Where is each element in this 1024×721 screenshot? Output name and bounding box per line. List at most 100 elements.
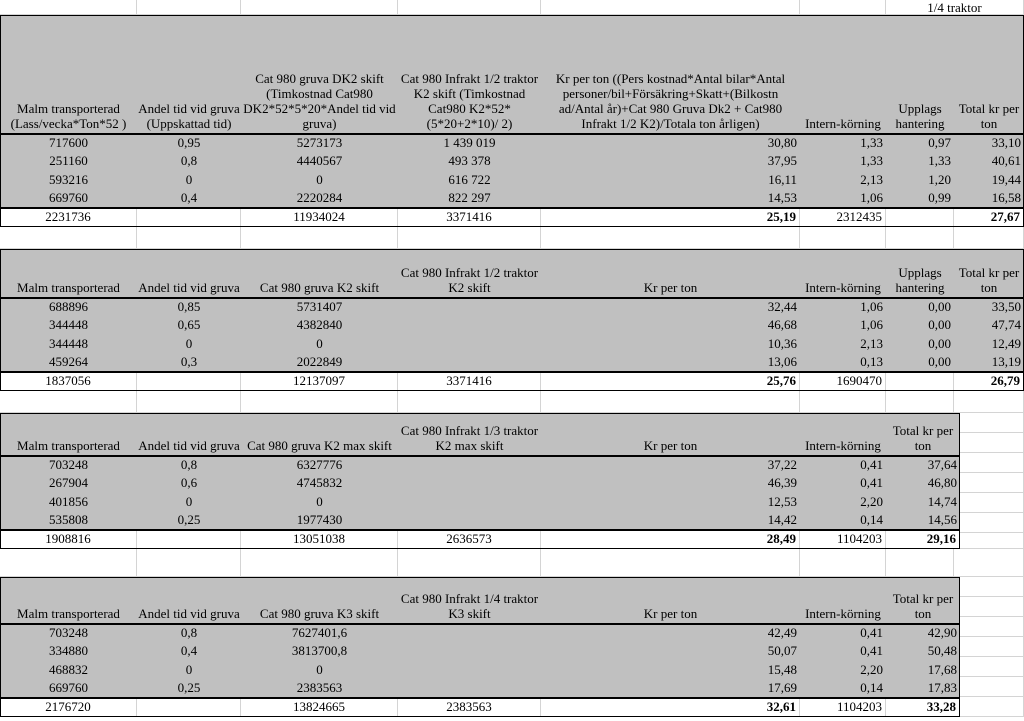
cell[interactable] [0,0,137,15]
cell[interactable] [954,549,1024,577]
table-cell[interactable]: 0 [241,492,398,511]
table-cell[interactable]: 30,80 [541,133,800,152]
total-cell[interactable]: 2383563 [398,697,541,717]
table-cell[interactable]: 0,00 [886,297,954,316]
table-cell[interactable]: 12,49 [954,334,1024,353]
table-cell[interactable]: 50,48 [886,641,960,660]
header-cell[interactable]: Kr per ton ((Pers kostnad*Antal bilar*An… [541,15,800,133]
total-cell[interactable]: 26,79 [954,371,1024,391]
table-cell[interactable] [398,678,541,697]
total-cell[interactable]: 29,16 [886,529,960,549]
table-cell[interactable]: 37,64 [886,455,960,474]
table-cell[interactable]: 2,13 [800,334,886,353]
table-cell[interactable] [398,352,541,371]
total-cell[interactable]: 1104203 [800,529,886,549]
table-cell[interactable]: 12,53 [541,492,800,511]
table-cell[interactable]: 17,83 [886,678,960,697]
cell[interactable] [541,549,800,577]
cell[interactable] [800,391,886,413]
cell[interactable] [398,0,541,15]
table-cell[interactable] [398,510,541,529]
table-cell[interactable]: 669760 [0,678,137,697]
table-cell[interactable] [398,315,541,334]
table-cell[interactable] [398,334,541,353]
header-cell[interactable]: Kr per ton [541,413,800,455]
header-cell[interactable]: Cat 980 gruva DK2 skift (Timkostnad Cat9… [241,15,398,133]
cell[interactable] [954,391,1024,413]
table-cell[interactable]: 0,3 [137,352,241,371]
table-cell[interactable]: 334880 [0,641,137,660]
table-cell[interactable]: 1 439 019 [398,133,541,152]
table-cell[interactable]: 593216 [0,170,137,189]
cell[interactable] [541,227,800,249]
table-cell[interactable]: 19,44 [954,170,1024,189]
header-cell[interactable]: Andel tid vid gruva [137,249,241,297]
total-cell[interactable]: 13824665 [241,697,398,717]
table-cell[interactable]: 0,41 [800,623,886,642]
total-cell[interactable] [137,697,241,717]
cell[interactable] [960,433,1024,453]
table-cell[interactable] [398,455,541,474]
table-cell[interactable]: 616 722 [398,170,541,189]
table-cell[interactable]: 0 [137,660,241,679]
cell[interactable] [960,697,1024,717]
table-cell[interactable] [398,623,541,642]
table-cell[interactable]: 0,00 [886,352,954,371]
table-cell[interactable]: 251160 [0,151,137,170]
table-cell[interactable]: 1977430 [241,510,398,529]
table-cell[interactable]: 0,25 [137,678,241,697]
cell[interactable] [398,227,541,249]
table-cell[interactable] [398,473,541,492]
table-cell[interactable]: 1,06 [800,188,886,207]
table-cell[interactable]: 14,53 [541,188,800,207]
table-cell[interactable]: 0,95 [137,133,241,152]
table-cell[interactable]: 0 [241,170,398,189]
table-cell[interactable]: 717600 [0,133,137,152]
table-cell[interactable]: 344448 [0,334,137,353]
header-cell[interactable]: Cat 980 Infrakt 1/3 traktor K2 max skift [398,413,541,455]
header-cell[interactable]: Kr per ton [541,577,800,623]
cell[interactable] [960,453,1024,473]
cell[interactable] [137,391,241,413]
header-cell[interactable]: Malm transporterad [0,249,137,297]
table-cell[interactable]: 267904 [0,473,137,492]
header-cell[interactable]: Intern-körning [800,413,886,455]
table-cell[interactable]: 14,74 [886,492,960,511]
top-note[interactable]: 1/4 traktor [886,0,1024,15]
header-cell[interactable]: Cat 980 Infrakt 1/2 traktor K2 skift (Ti… [398,15,541,133]
table-cell[interactable]: 14,56 [886,510,960,529]
total-cell[interactable]: 32,61 [541,697,800,717]
table-cell[interactable]: 468832 [0,660,137,679]
table-cell[interactable]: 0,41 [800,641,886,660]
total-cell[interactable] [886,207,954,227]
total-cell[interactable]: 3371416 [398,207,541,227]
table-cell[interactable]: 0 [241,660,398,679]
cell[interactable] [960,513,1024,533]
total-cell[interactable]: 11934024 [241,207,398,227]
table-cell[interactable]: 2,13 [800,170,886,189]
cell[interactable] [241,0,398,15]
table-cell[interactable]: 0 [137,334,241,353]
table-cell[interactable]: 5273173 [241,133,398,152]
header-cell[interactable]: Malm transporterad [0,413,137,455]
total-cell[interactable]: 25,76 [541,371,800,391]
table-cell[interactable]: 37,95 [541,151,800,170]
cell[interactable] [886,227,954,249]
cell[interactable] [137,549,241,577]
total-cell[interactable]: 3371416 [398,371,541,391]
table-cell[interactable]: 0,97 [886,133,954,152]
cell[interactable] [960,493,1024,513]
header-cell[interactable]: Total kr per ton [954,249,1024,297]
table-cell[interactable]: 7627401,6 [241,623,398,642]
table-cell[interactable] [398,492,541,511]
cell[interactable] [241,549,398,577]
table-cell[interactable] [398,297,541,316]
table-cell[interactable]: 46,68 [541,315,800,334]
cell[interactable] [0,549,137,577]
table-cell[interactable]: 13,19 [954,352,1024,371]
table-cell[interactable]: 1,33 [886,151,954,170]
table-cell[interactable]: 37,22 [541,455,800,474]
header-cell[interactable]: Intern-körning [800,15,886,133]
cell[interactable] [960,473,1024,493]
table-cell[interactable]: 42,90 [886,623,960,642]
